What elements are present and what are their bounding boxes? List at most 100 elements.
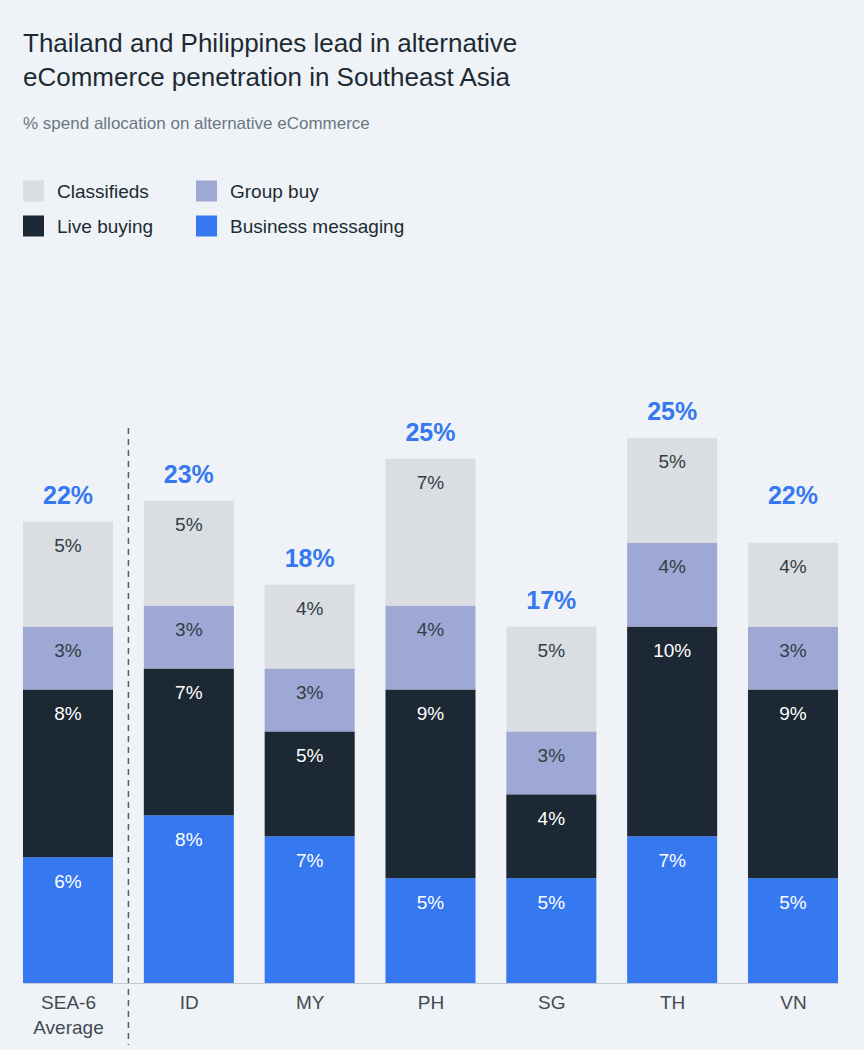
x-tick: PH <box>418 992 444 1013</box>
data-labels: 6% 8% 7% 5% 5% 7% 5% 8% 7% 5% 9% 4% 10% 9% 3% 3% 3% 4% 3% 4… <box>54 451 807 912</box>
total-label: 22% <box>43 481 93 509</box>
data-label: 9% <box>417 703 445 724</box>
x-tick-label: SEA-6 Average <box>33 992 103 1038</box>
data-label: 4% <box>417 619 445 640</box>
x-tick: ID <box>180 992 199 1013</box>
data-label: 3% <box>175 619 203 640</box>
divider <box>128 428 130 1045</box>
subtitle: % spend allocation on alternative eComme… <box>23 114 370 133</box>
data-label: 4% <box>296 598 324 619</box>
legend-item: Classifieds <box>23 181 149 202</box>
data-label: 6% <box>54 871 82 892</box>
x-tick: TH <box>660 992 685 1013</box>
total-label: 17% <box>526 586 576 614</box>
bar-segment <box>265 731 355 836</box>
x-tick-label: TH <box>660 992 685 1013</box>
total-label: 25% <box>647 397 697 425</box>
data-label: 5% <box>538 892 566 913</box>
x-tick-label: MY <box>296 992 325 1013</box>
x-tick-label-line: Average <box>33 1017 103 1038</box>
bar-segment <box>506 878 596 983</box>
total-labels: 22%23%18%25%17%25%22% <box>43 397 818 614</box>
bar-segment <box>144 501 234 606</box>
x-tick-label: SG <box>538 992 565 1013</box>
data-label: 5% <box>417 892 445 913</box>
legend-item: Live buying <box>23 216 153 237</box>
bar-segment <box>748 689 838 878</box>
bar-segment <box>506 627 596 732</box>
x-tick: SG <box>538 992 565 1013</box>
data-label: 7% <box>658 850 686 871</box>
data-label: 3% <box>779 640 807 661</box>
data-label: 4% <box>538 808 566 829</box>
data-label: 3% <box>54 640 82 661</box>
x-tick-label: PH <box>418 992 444 1013</box>
data-label: 5% <box>54 535 82 556</box>
data-label: 7% <box>175 682 203 703</box>
legend-swatch <box>23 181 44 202</box>
bar-segment <box>748 543 838 627</box>
legend-swatch <box>196 216 217 237</box>
data-label: 7% <box>296 850 324 871</box>
data-label: 3% <box>538 745 566 766</box>
x-tick-label: VN <box>780 992 806 1013</box>
data-label: 3% <box>296 682 324 703</box>
bar-segment <box>23 627 113 690</box>
data-label: 9% <box>779 703 807 724</box>
bar-segment <box>385 459 475 606</box>
data-label: 5% <box>175 514 203 535</box>
data-label: 5% <box>658 451 686 472</box>
chart-container: Thailand and Philippines lead in alterna… <box>0 0 864 1050</box>
legend: Classifieds Group buy Live buying Business … <box>23 181 404 237</box>
bar-segment <box>144 815 234 983</box>
bar-segment <box>265 836 355 983</box>
data-label: 10% <box>653 640 691 661</box>
bar-segment <box>748 627 838 690</box>
data-label: 7% <box>417 472 445 493</box>
bar-segment <box>627 543 717 627</box>
title-line: eCommerce penetration in Southeast Asia <box>23 62 511 92</box>
total-label: 22% <box>768 481 818 509</box>
bar-segment <box>385 606 475 690</box>
total-label: 25% <box>405 418 455 446</box>
x-axis: SEA-6 Average ID MY PH SG TH VN <box>24 984 839 1039</box>
legend-label: Business messaging <box>230 216 404 237</box>
bar-segment <box>385 689 475 878</box>
legend-label: Classifieds <box>57 181 149 202</box>
x-tick: MY <box>296 992 325 1013</box>
bar-segment <box>748 878 838 983</box>
legend-swatch <box>23 216 44 237</box>
background <box>0 0 864 1050</box>
bar-segment <box>385 878 475 983</box>
data-label: 8% <box>54 703 82 724</box>
bar-segment <box>627 836 717 983</box>
chart-svg: Thailand and Philippines lead in alterna… <box>0 0 864 1050</box>
bar-segment <box>265 585 355 669</box>
legend-label: Live buying <box>57 216 153 237</box>
x-tick-label-line: SEA-6 <box>41 992 96 1013</box>
x-tick: SEA-6 Average <box>33 992 103 1038</box>
bars <box>23 438 838 983</box>
data-label: 5% <box>296 745 324 766</box>
total-label: 18% <box>285 544 335 572</box>
bar-segment <box>144 669 234 816</box>
x-tick: VN <box>780 992 806 1013</box>
title: Thailand and Philippines lead in alterna… <box>23 28 517 92</box>
data-label: 8% <box>175 829 203 850</box>
data-label: 4% <box>658 556 686 577</box>
bar-segment <box>265 669 355 732</box>
bar-segment <box>23 522 113 627</box>
bar-segment <box>23 689 113 857</box>
legend-swatch <box>196 181 217 202</box>
data-label: 4% <box>779 556 807 577</box>
data-label: 5% <box>538 640 566 661</box>
bar-segment <box>506 794 596 878</box>
bar-segment <box>23 857 113 983</box>
bar-segment <box>627 627 717 837</box>
legend-label: Group buy <box>230 181 319 202</box>
title-line: Thailand and Philippines lead in alterna… <box>23 28 517 58</box>
x-tick-label: ID <box>180 992 199 1013</box>
x-axis-line <box>24 983 839 984</box>
bar-segment <box>627 438 717 543</box>
legend-item: Group buy <box>196 181 319 202</box>
